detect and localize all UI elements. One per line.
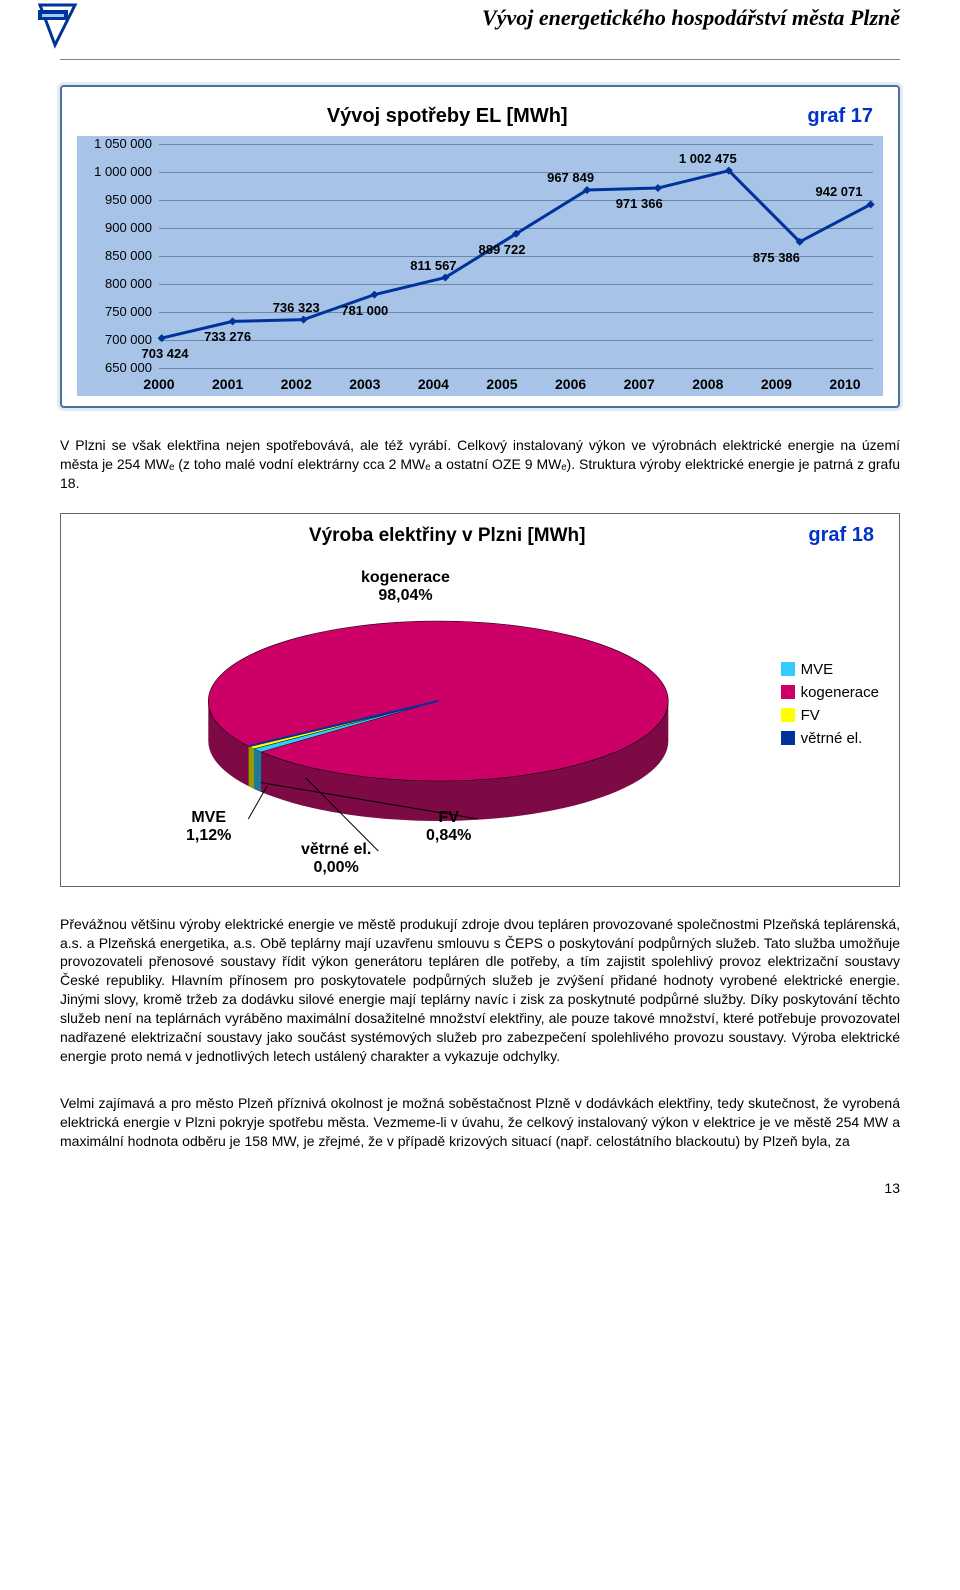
pie-label-fv: FV0,84% (426, 809, 471, 845)
data-point-label: 781 000 (341, 303, 388, 318)
data-point-label: 733 276 (204, 329, 251, 344)
data-point-label: 889 722 (479, 242, 526, 257)
data-point-label: 967 849 (547, 170, 594, 185)
line-chart-tag: graf 17 (807, 105, 873, 128)
page-number: 13 (60, 1180, 900, 1196)
line-chart-card: Vývoj spotřeby EL [MWh] graf 17 650 0007… (60, 85, 900, 408)
legend-item: FV (781, 707, 879, 724)
header-title: Vývoj energetického hospodářství města P… (482, 5, 900, 31)
legend-swatch (781, 685, 795, 699)
page-header: Vývoj energetického hospodářství města P… (60, 0, 900, 60)
data-point-label: 942 071 (816, 184, 863, 199)
legend-item: kogenerace (781, 684, 879, 701)
paragraph-3: Velmi zajímavá a pro město Plzeň přízniv… (60, 1094, 900, 1151)
legend-item: větrné el. (781, 730, 879, 747)
pie-chart-title: Výroba elektřiny v Plzni [MWh] (86, 525, 808, 547)
pie-chart-plot: kogenerace98,04%MVE1,12%větrné el.0,00%F… (76, 551, 781, 871)
data-point-label: 703 424 (142, 346, 189, 361)
line-chart-plot: 650 000700 000750 000800 000850 000900 0… (77, 136, 883, 396)
pie-label-vetrne: větrné el.0,00% (301, 841, 371, 877)
data-point-label: 971 366 (616, 196, 663, 211)
pie-label-mve: MVE1,12% (186, 809, 231, 845)
paragraph-1: V Plzni se však elektřina nejen spotřebo… (60, 436, 900, 493)
legend-label: kogenerace (801, 684, 879, 701)
data-point-label: 1 002 475 (679, 151, 737, 166)
legend-label: FV (801, 707, 820, 724)
line-chart-title: Vývoj spotřeby EL [MWh] (87, 105, 807, 128)
legend-swatch (781, 731, 795, 745)
pie-chart-card: Výroba elektřiny v Plzni [MWh] graf 18 k… (60, 513, 900, 887)
data-point-label: 875 386 (753, 250, 800, 265)
data-point-label: 736 323 (273, 300, 320, 315)
data-point-label: 811 567 (410, 258, 456, 273)
legend-label: větrné el. (801, 730, 863, 747)
pie-chart-tag: graf 18 (808, 524, 874, 547)
paragraph-2: Převážnou většinu výroby elektrické ener… (60, 915, 900, 1066)
pie-chart-legend: MVE kogenerace FV větrné el. (781, 661, 879, 753)
legend-swatch (781, 708, 795, 722)
legend-item: MVE (781, 661, 879, 678)
legend-label: MVE (801, 661, 834, 678)
pie-label-kogenerace: kogenerace98,04% (361, 569, 450, 605)
logo-icon (30, 0, 80, 50)
legend-swatch (781, 662, 795, 676)
